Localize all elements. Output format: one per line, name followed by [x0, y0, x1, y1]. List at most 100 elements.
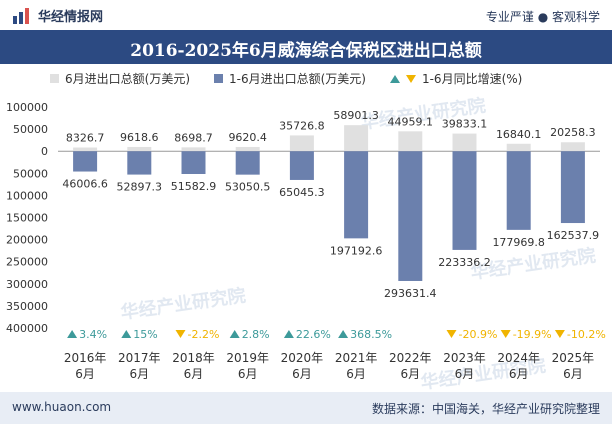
x-tick-label: 6月: [129, 367, 149, 381]
x-tick-label: 6月: [184, 367, 204, 381]
legend-swatch-cumulative: [214, 74, 223, 83]
growth-up-icon: [229, 330, 240, 338]
x-tick-label: 2016年: [64, 351, 107, 365]
cumulative-bar: [344, 151, 369, 239]
y-tick-label: 0: [41, 145, 48, 158]
cumulative-value-label: 162537.9: [547, 229, 600, 242]
cumulative-bar: [181, 151, 206, 174]
footer-website[interactable]: www.huaon.com: [12, 400, 112, 414]
monthly-bar: [181, 147, 206, 152]
footer-source: 数据来源：中国海关，华经产业研究院整理: [371, 402, 600, 416]
y-tick-label: 350000: [6, 300, 48, 313]
brand: 华经情报网: [12, 6, 103, 25]
cumulative-value-label: 293631.4: [384, 287, 437, 300]
x-tick-label: 6月: [563, 367, 583, 381]
monthly-bar: [289, 135, 314, 152]
y-tick-label: 50000: [13, 167, 48, 180]
monthly-value-label: 35726.8: [279, 119, 325, 132]
x-tick-label: 6月: [509, 367, 529, 381]
x-tick-label: 6月: [238, 367, 258, 381]
monthly-bar: [560, 142, 585, 152]
growth-value-label: 368.5%: [350, 328, 392, 341]
monthly-value-label: 58901.3: [333, 109, 379, 122]
cumulative-bar: [127, 151, 152, 175]
cumulative-value-label: 51582.9: [171, 180, 217, 193]
growth-down-icon: [446, 330, 457, 338]
top-bar: 华经情报网 专业严谨 ● 客观科学: [0, 0, 612, 30]
brand-name: 华经情报网: [38, 10, 104, 25]
cumulative-bar: [506, 151, 531, 230]
y-tick-label: 400000: [6, 322, 48, 335]
y-tick-label: 100000: [6, 101, 48, 114]
monthly-bar: [344, 125, 369, 152]
monthly-value-label: 8326.7: [66, 132, 105, 145]
cumulative-bar: [289, 151, 314, 180]
y-tick-label: 300000: [6, 278, 48, 291]
monthly-bar: [452, 133, 477, 152]
x-tick-label: 6月: [400, 367, 420, 381]
cumulative-bar: [560, 151, 585, 224]
growth-value-label: -19.9%: [513, 328, 552, 341]
growth-up-icon: [283, 330, 294, 338]
growth-up-icon: [67, 330, 78, 338]
cumulative-bar: [73, 151, 98, 172]
growth-value-label: 3.4%: [79, 328, 107, 341]
monthly-value-label: 8698.7: [174, 131, 213, 144]
growth-value-label: -2.2%: [188, 328, 220, 341]
cumulative-bar: [452, 151, 477, 250]
x-tick-label: 2022年: [389, 351, 432, 365]
monthly-bar: [398, 131, 423, 152]
monthly-bar: [127, 146, 152, 152]
monthly-value-label: 44959.1: [388, 115, 434, 128]
cumulative-value-label: 65045.3: [279, 186, 325, 199]
cumulative-value-label: 52897.3: [117, 181, 163, 194]
x-tick-label: 2021年: [335, 351, 378, 365]
footer: www.huaon.com 数据来源：中国海关，华经产业研究院整理: [0, 392, 612, 424]
growth-down-icon: [405, 74, 416, 83]
cumulative-value-label: 177969.8: [492, 236, 545, 249]
x-tick-label: 2020年: [281, 351, 324, 365]
cumulative-bar: [398, 151, 423, 281]
x-tick-label: 2024年: [497, 351, 540, 365]
monthly-bar: [235, 146, 260, 152]
growth-up-icon: [389, 74, 400, 83]
legend-label-cumulative: 1-6月进出口总额(万美元): [229, 72, 366, 86]
y-tick-label: 150000: [6, 212, 48, 225]
x-tick-label: 2017年: [118, 351, 161, 365]
x-tick-label: 2018年: [172, 351, 215, 365]
growth-value-label: -20.9%: [459, 328, 498, 341]
growth-value-label: 15%: [133, 328, 157, 341]
monthly-bar: [506, 143, 531, 152]
legend: 6月进出口总额(万美元) 1-6月进出口总额(万美元) 1-6月同比增速(%): [50, 70, 522, 87]
growth-value-label: 22.6%: [296, 328, 331, 341]
monthly-value-label: 9620.4: [228, 131, 267, 144]
legend-swatch-monthly: [50, 74, 59, 83]
x-tick-label: 6月: [292, 367, 312, 381]
legend-item-monthly: 6月进出口总额(万美元): [50, 70, 190, 87]
brand-logo-icon: [13, 7, 29, 24]
y-tick-label: 50000: [13, 123, 48, 136]
growth-down-icon: [175, 330, 186, 338]
chart-title: 2016-2025年6月威海综合保税区进出口总额: [130, 41, 482, 61]
cumulative-value-label: 223336.2: [438, 256, 491, 269]
y-tick-label: 100000: [6, 189, 48, 202]
growth-down-icon: [500, 330, 511, 338]
legend-item-growth: 1-6月同比增速(%): [389, 70, 522, 87]
x-tick-label: 2025年: [552, 351, 595, 365]
x-tick-label: 6月: [346, 367, 366, 381]
growth-down-icon: [554, 330, 565, 338]
monthly-value-label: 20258.3: [550, 126, 596, 139]
y-tick-label: 200000: [6, 234, 48, 247]
cumulative-value-label: 46006.6: [62, 178, 108, 191]
growth-value-label: 2.8%: [242, 328, 270, 341]
monthly-bar: [73, 147, 98, 152]
monthly-value-label: 16840.1: [496, 128, 542, 141]
x-tick-label: 6月: [455, 367, 475, 381]
title-bar: 2016-2025年6月威海综合保税区进出口总额: [0, 30, 612, 64]
monthly-value-label: 39833.1: [442, 118, 488, 131]
x-tick-label: 2023年: [443, 351, 486, 365]
x-tick-label: 6月: [75, 367, 95, 381]
monthly-value-label: 9618.6: [120, 131, 159, 144]
legend-label-monthly: 6月进出口总额(万美元): [65, 72, 190, 86]
